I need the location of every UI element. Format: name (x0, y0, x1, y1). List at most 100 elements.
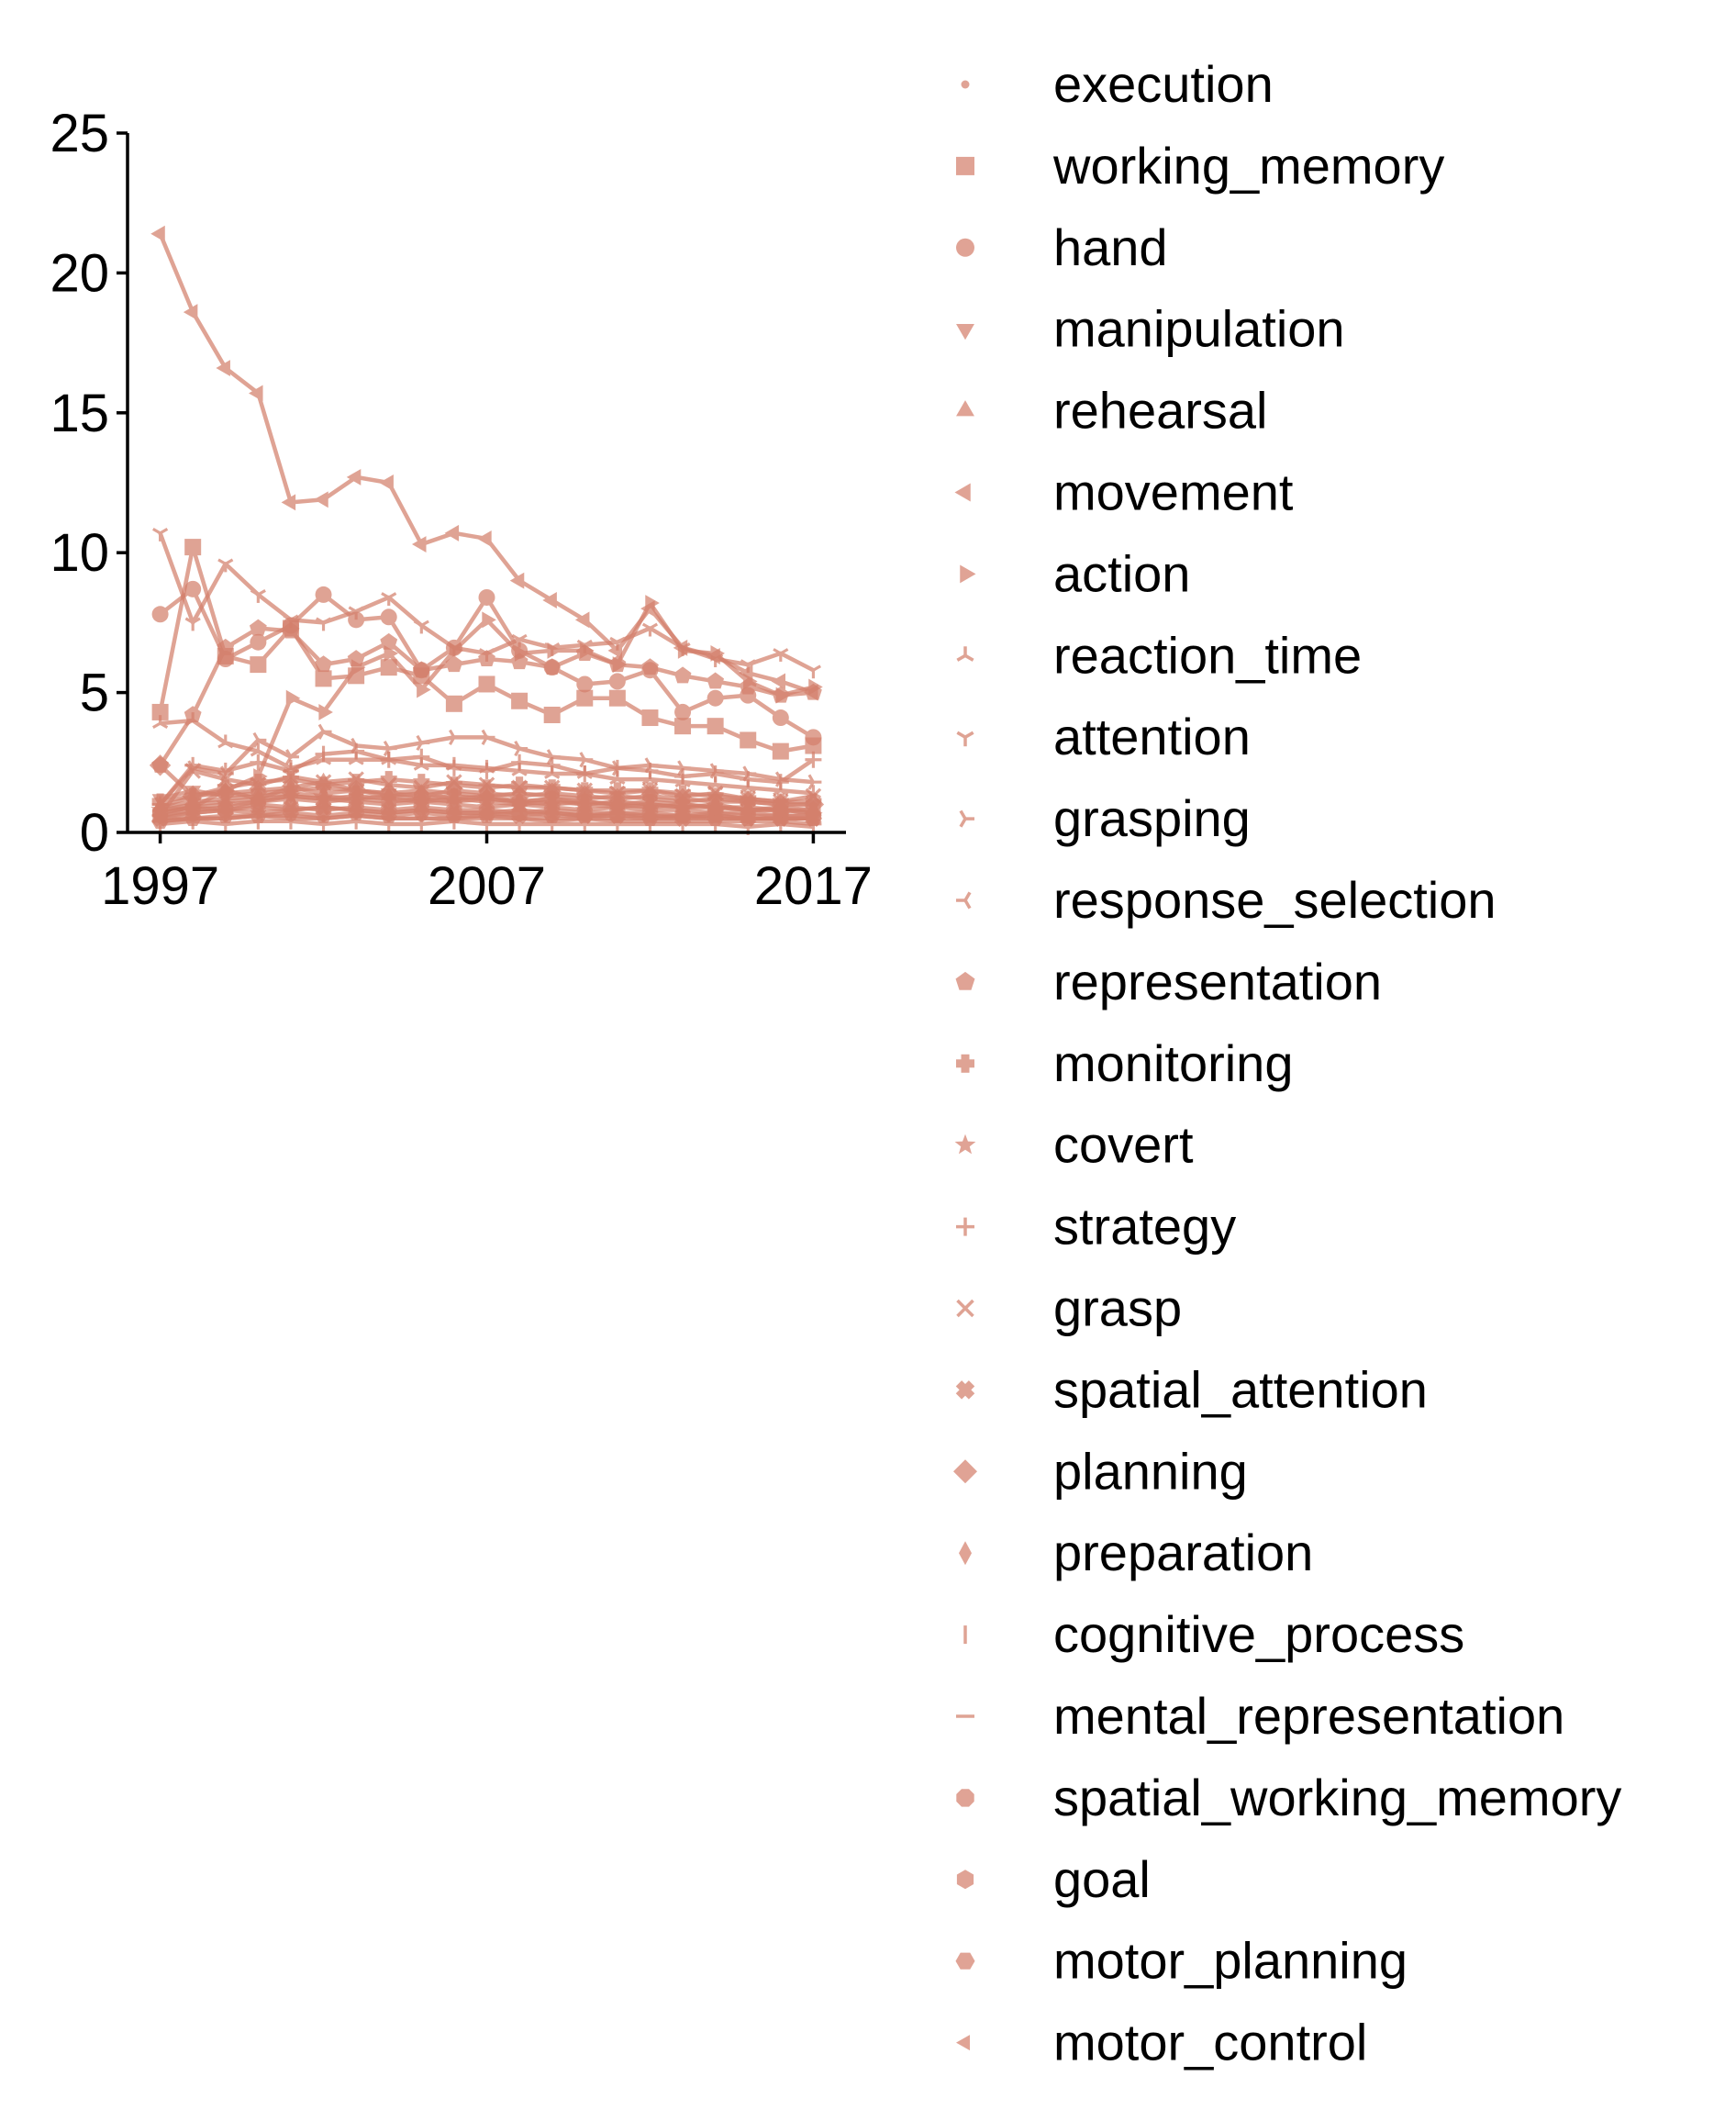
data-point (772, 686, 790, 703)
legend-label: response_selection (1053, 871, 1497, 929)
data-point (380, 791, 394, 807)
data-point (544, 642, 561, 656)
data-point (511, 797, 524, 812)
legend-item: attention (956, 708, 1251, 765)
legend-marker (956, 731, 974, 747)
legend-label: goal (1053, 1850, 1151, 1908)
data-point (805, 664, 821, 679)
axes: 0 5 10 15 20 25 1997 2007 2017 (50, 104, 872, 916)
data-point (282, 621, 300, 639)
legend-item: cognitive_process (963, 1605, 1464, 1663)
data-point (380, 751, 397, 768)
legend-item: representation (955, 953, 1382, 1010)
data-point (315, 586, 332, 603)
data-point (641, 622, 659, 637)
data-point (543, 706, 561, 723)
legend-label: attention (1053, 708, 1251, 765)
data-point (250, 742, 266, 757)
legend-label: monitoring (1053, 1034, 1293, 1092)
data-point (151, 802, 165, 818)
legend-label: movement (1053, 463, 1294, 521)
data-point (478, 588, 495, 606)
legend-label: spatial_attention (1053, 1360, 1428, 1418)
data-point (707, 799, 720, 815)
data-point (446, 642, 462, 656)
legend-label: mental_representation (1053, 1687, 1564, 1745)
data-point (249, 619, 267, 636)
data-point (413, 794, 426, 809)
series-working-memory (151, 539, 822, 760)
legend-item: mental_representation (956, 1687, 1564, 1745)
x-tick-label: 1997 (101, 856, 219, 916)
legend-item: planning (953, 1442, 1248, 1500)
data-point (445, 655, 463, 673)
data-point (285, 689, 301, 707)
data-point (250, 656, 267, 674)
data-point (477, 530, 492, 547)
x-tick-label: 2007 (428, 856, 546, 916)
series-representation (151, 619, 822, 773)
data-point (608, 655, 627, 673)
data-point (740, 802, 752, 818)
data-point (609, 636, 626, 651)
data-point (739, 677, 757, 695)
legend-marker (960, 564, 976, 584)
data-point (348, 606, 364, 620)
legend-label: motor_planning (1053, 1932, 1408, 1990)
legend-item: action (960, 544, 1190, 602)
data-point (543, 794, 557, 809)
legend-item: covert (954, 1116, 1194, 1174)
data-point (511, 633, 528, 648)
data-point (482, 611, 496, 629)
plot-area (149, 225, 825, 835)
data-point (740, 659, 756, 674)
legend-item: spatial_attention (955, 1360, 1428, 1418)
data-point (217, 762, 234, 779)
data-point (417, 681, 431, 698)
legend-label: execution (1053, 55, 1274, 113)
data-point (150, 225, 165, 242)
data-point (151, 813, 170, 829)
data-point (478, 650, 495, 667)
data-point (184, 763, 201, 779)
data-point (674, 642, 691, 656)
legend-marker (956, 891, 972, 910)
data-point (151, 703, 169, 720)
legend-item: manipulation (956, 300, 1345, 358)
data-point (217, 638, 235, 655)
legend-item: spatial_working_memory (956, 1769, 1621, 1826)
legend-marker (956, 400, 974, 417)
data-point (445, 791, 459, 807)
data-point (445, 695, 462, 712)
data-point (250, 791, 262, 807)
data-point (772, 810, 790, 826)
data-point (250, 754, 267, 771)
legend-marker (954, 1133, 976, 1155)
legend-label: representation (1053, 953, 1382, 1010)
legend-label: reaction_time (1053, 626, 1362, 684)
legend-item: response_selection (956, 871, 1497, 929)
data-point (740, 771, 757, 788)
legend-marker (956, 1870, 974, 1890)
legend-item: reaction_time (956, 626, 1362, 684)
legend-marker (956, 156, 974, 175)
data-point (285, 749, 299, 765)
legend-marker (955, 1952, 975, 1970)
data-point (184, 617, 201, 631)
legend-marker (956, 1217, 974, 1236)
data-point (184, 580, 202, 597)
data-point (380, 808, 398, 823)
data-point (511, 754, 529, 771)
legend-item: motor_control (956, 2014, 1367, 2071)
data-point (805, 806, 818, 820)
legend-item: monitoring (956, 1034, 1293, 1092)
legend-marker (954, 483, 971, 502)
data-point (317, 723, 332, 740)
legend-marker (956, 238, 974, 257)
legend-item: movement (954, 463, 1294, 521)
data-point (412, 661, 430, 678)
data-point (773, 648, 789, 662)
legend-marker (961, 80, 970, 89)
series-movement (150, 225, 818, 701)
